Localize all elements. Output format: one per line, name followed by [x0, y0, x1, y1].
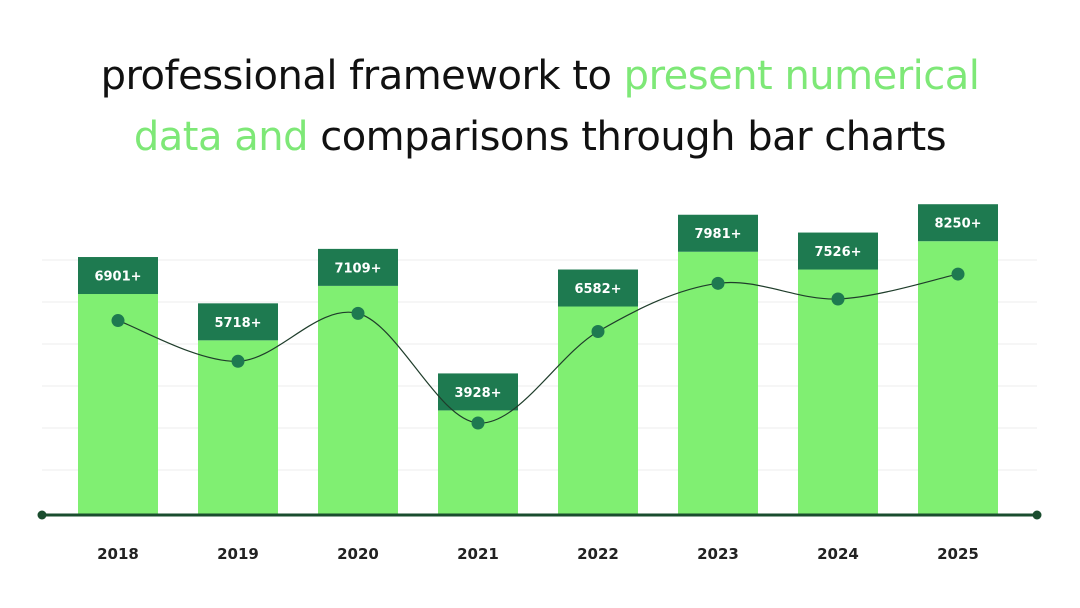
line-marker [471, 416, 485, 430]
line-marker [351, 306, 365, 320]
x-tick-label: 2021 [457, 545, 499, 563]
title-highlight: data and [133, 114, 309, 160]
title-text: comparisons through bar charts [307, 114, 947, 160]
bar-cap [918, 204, 998, 242]
bar-cap [798, 232, 878, 270]
data-label: 6901+ [94, 270, 141, 285]
bar [558, 306, 638, 515]
title-highlight: present numerical [623, 53, 980, 99]
line-marker [831, 292, 845, 306]
x-tick-label: 2019 [217, 545, 259, 563]
line-marker [111, 314, 125, 328]
x-tick-label: 2025 [937, 545, 979, 563]
title-line-2: data and comparisons through bar charts [0, 107, 1080, 168]
axis-end-dot [37, 510, 47, 520]
bar-cap [678, 214, 758, 252]
line-marker [711, 276, 725, 290]
chart-title: professional framework to present numeri… [0, 46, 1080, 168]
bar [678, 251, 758, 516]
bar-cap [78, 257, 158, 295]
title-line-1: professional framework to present numeri… [0, 46, 1080, 107]
title-text: professional framework to [100, 53, 624, 99]
line-marker [231, 354, 245, 368]
data-label: 5718+ [214, 316, 261, 331]
bar-cap [318, 248, 398, 286]
data-label: 7981+ [694, 227, 741, 242]
line-marker [591, 325, 605, 339]
trend-line [117, 273, 959, 424]
data-label: 3928+ [454, 386, 501, 401]
line-marker [951, 267, 965, 281]
data-label: 7526+ [814, 245, 861, 260]
x-tick-label: 2022 [577, 545, 619, 563]
x-tick-label: 2024 [817, 545, 859, 563]
data-label: 8250+ [934, 217, 981, 232]
bar [198, 340, 278, 515]
bar [918, 241, 998, 515]
bar-cap [438, 373, 518, 411]
bar-cap [558, 269, 638, 307]
data-label: 6582+ [574, 282, 621, 297]
bar-cap [198, 303, 278, 341]
x-tick-label: 2023 [697, 545, 739, 563]
axis-end-dot [1032, 510, 1042, 520]
bar [318, 285, 398, 515]
bar [78, 294, 158, 515]
bar [798, 269, 878, 515]
x-tick-label: 2018 [97, 545, 139, 563]
x-tick-label: 2020 [337, 545, 379, 563]
data-label: 7109+ [334, 261, 381, 276]
